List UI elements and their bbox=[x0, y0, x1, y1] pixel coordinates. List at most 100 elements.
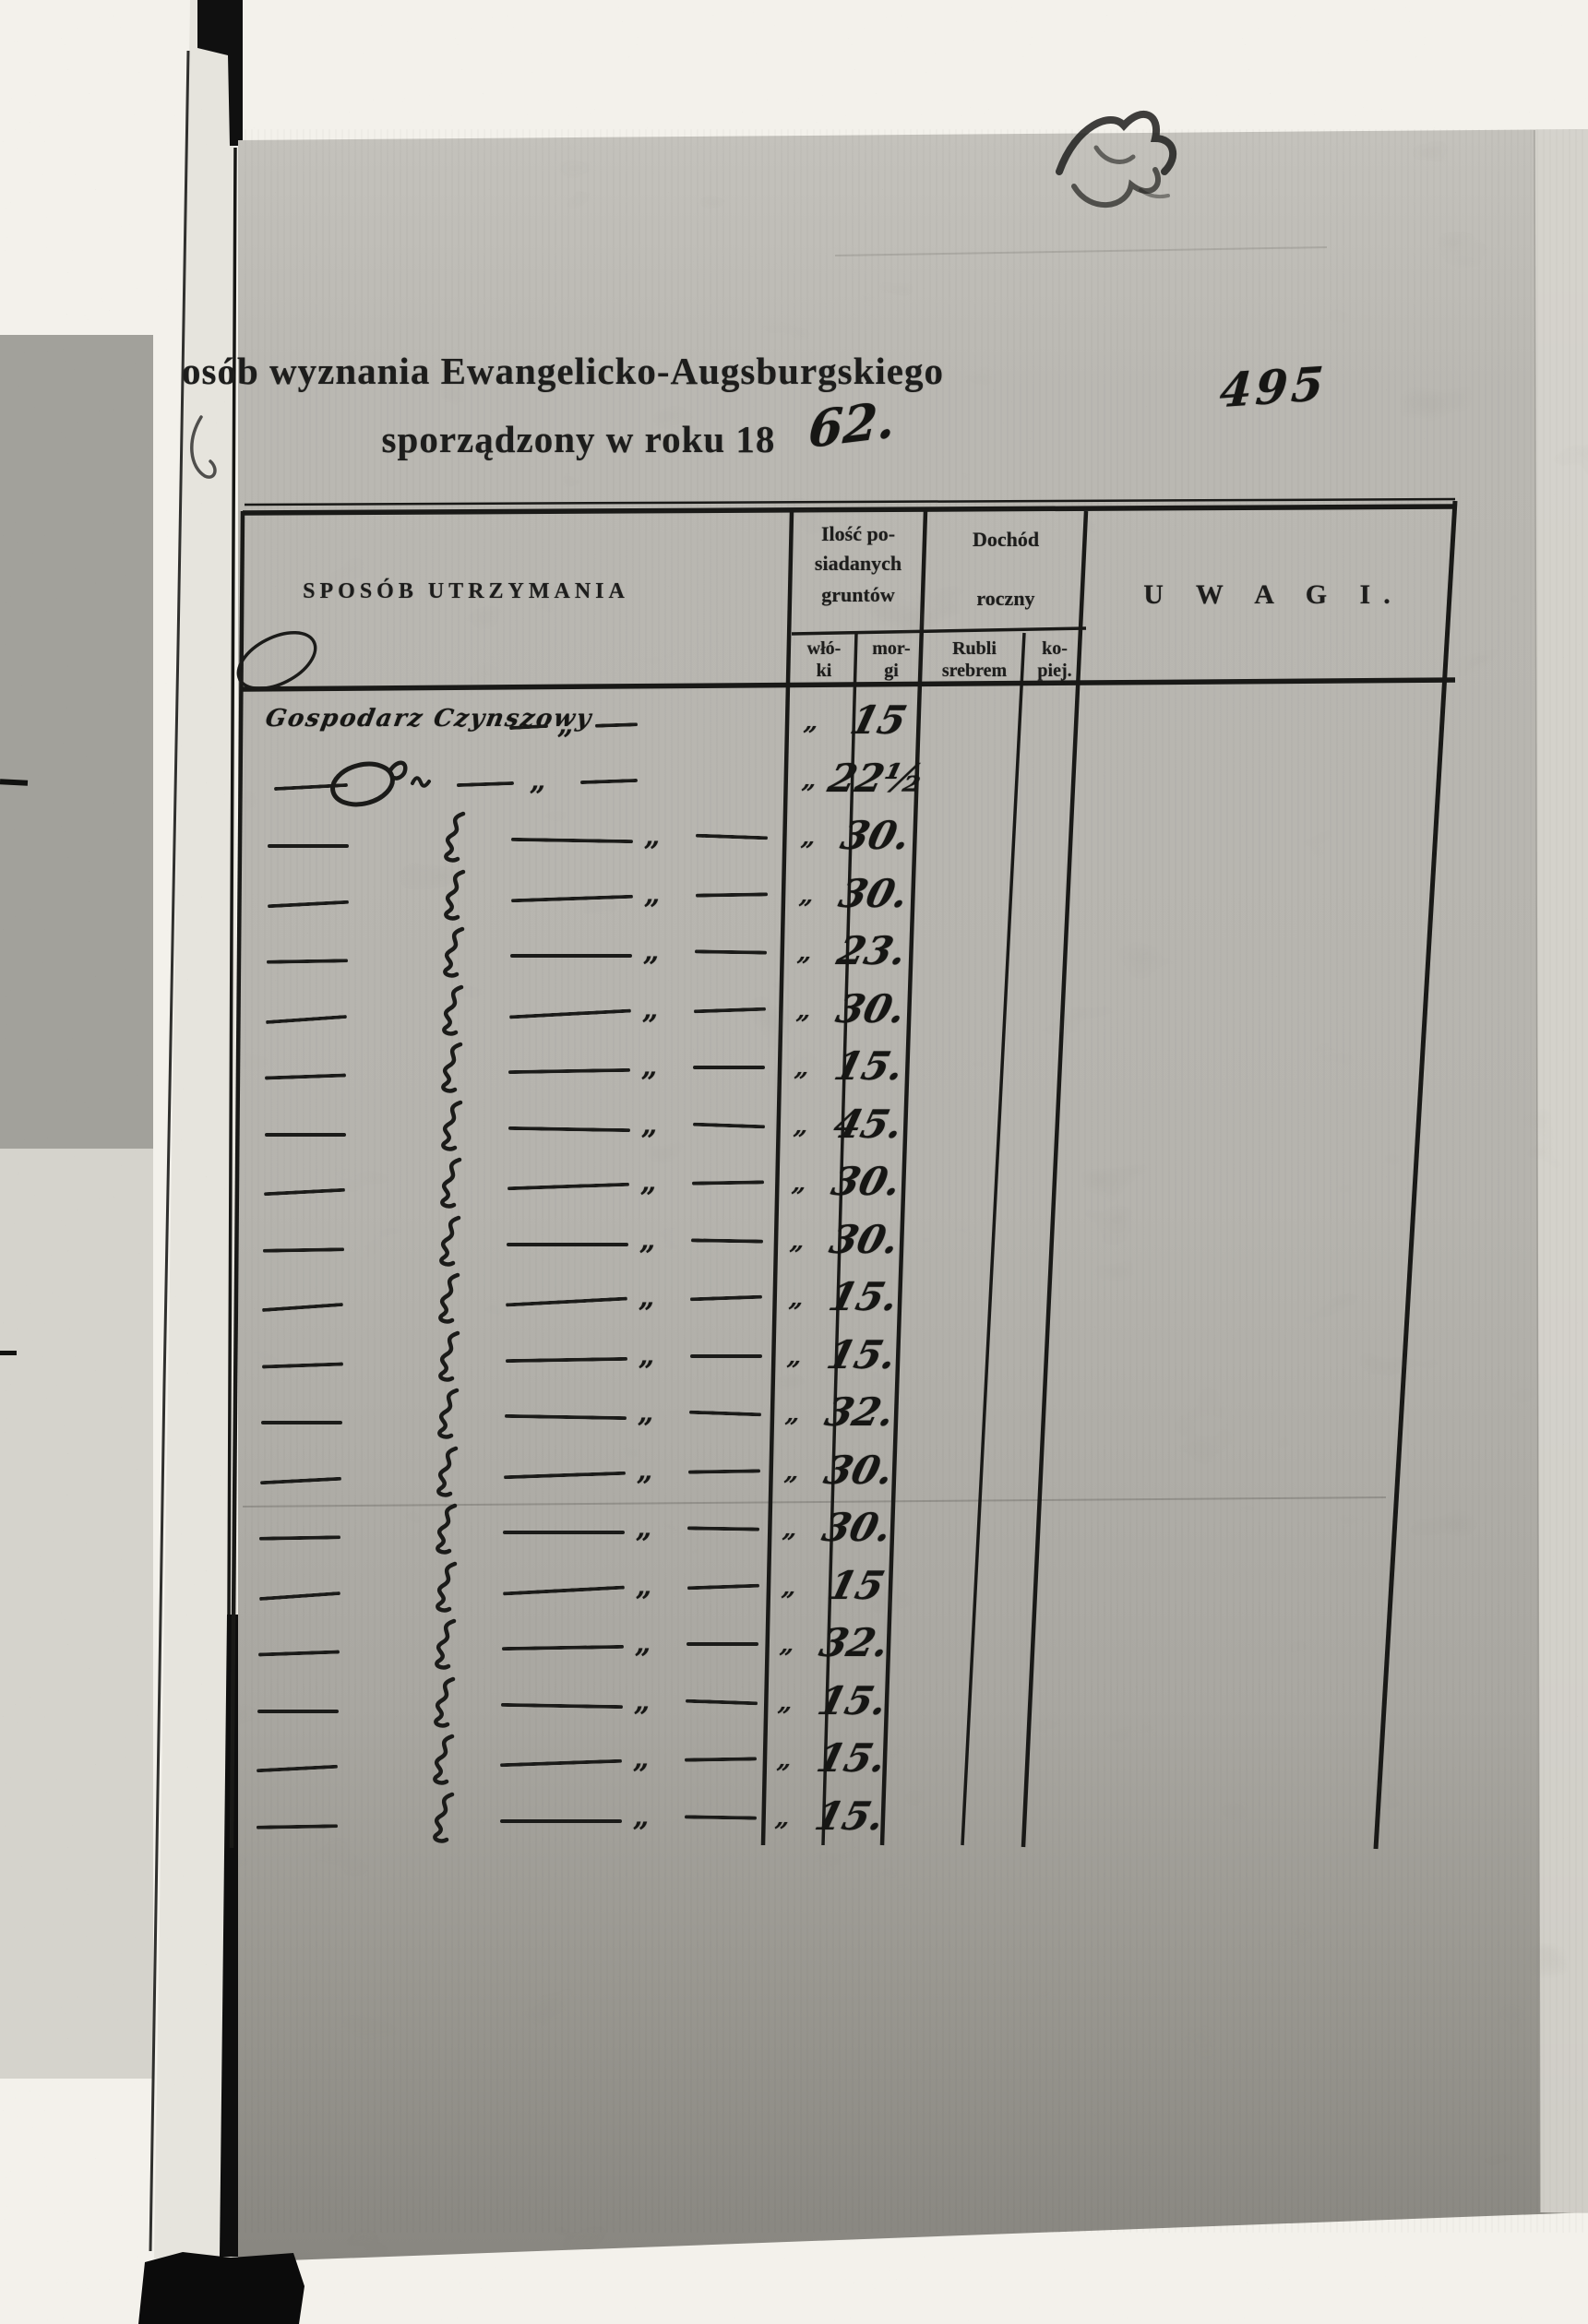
dash-mark bbox=[690, 1353, 762, 1358]
subheader-wloki-1: włó- bbox=[806, 638, 842, 659]
dash-mark bbox=[261, 1302, 344, 1313]
do-squiggle bbox=[432, 869, 471, 927]
ditto-mark: „ bbox=[639, 1223, 656, 1257]
dash-mark bbox=[257, 1709, 339, 1713]
table-row: „ „ 45. bbox=[0, 1098, 1588, 1156]
do-squiggle bbox=[430, 984, 469, 1043]
table-row: „ „ 22½ bbox=[0, 752, 1588, 810]
subheader-rubli-2: srebrem bbox=[941, 661, 1008, 681]
dash-mark bbox=[500, 1818, 622, 1823]
morgi-value: 15. bbox=[812, 1735, 891, 1781]
ditto-mark: „ bbox=[633, 1743, 650, 1775]
do-squiggle bbox=[429, 1042, 468, 1100]
dash-mark bbox=[684, 1757, 758, 1762]
do-squiggle bbox=[423, 1618, 461, 1676]
wloki-ditto: „ bbox=[795, 939, 815, 967]
dash-mark bbox=[265, 1014, 348, 1024]
do-squiggle bbox=[428, 1157, 467, 1215]
do-squiggle bbox=[424, 1561, 462, 1619]
dash-mark bbox=[267, 900, 350, 908]
dash-mark bbox=[257, 1650, 340, 1657]
dash-mark bbox=[504, 1413, 627, 1421]
column-header-grunty-1: Ilość po- bbox=[820, 522, 896, 545]
ditto-mark: „ bbox=[643, 936, 660, 968]
page-number-handwritten: 495 bbox=[1218, 355, 1330, 419]
wloki-ditto: „ bbox=[790, 1170, 809, 1198]
ditto-mark: „ bbox=[530, 764, 546, 797]
dash-mark bbox=[262, 1246, 345, 1253]
dash-mark bbox=[258, 1535, 341, 1541]
morgi-value: 15. bbox=[824, 1274, 903, 1319]
dash-mark bbox=[263, 1187, 346, 1197]
dash-mark bbox=[499, 1758, 623, 1768]
wloki-ditto: „ bbox=[799, 824, 818, 852]
wloki-ditto: „ bbox=[787, 1285, 806, 1313]
dash-mark bbox=[594, 722, 639, 728]
dash-mark bbox=[685, 1698, 758, 1705]
dash-mark bbox=[507, 1242, 628, 1246]
dash-mark bbox=[695, 833, 769, 840]
dash-mark bbox=[259, 1476, 342, 1484]
morgi-value: 15. bbox=[813, 1677, 892, 1723]
dash-mark bbox=[258, 1591, 341, 1601]
do-ditto-flourish bbox=[328, 754, 444, 816]
morgi-value: 23. bbox=[832, 928, 912, 973]
ditto-mark: „ bbox=[557, 709, 574, 741]
do-squiggle bbox=[429, 1100, 468, 1158]
table-row: „ „ 30. bbox=[0, 1155, 1588, 1213]
column-header-grunty-2: siadanych bbox=[814, 552, 902, 575]
morgi-value: 30. bbox=[818, 1505, 897, 1550]
subheader-morgi-1: mor- bbox=[872, 638, 911, 659]
morgi-value: 22½ bbox=[823, 755, 930, 801]
wloki-ditto: „ bbox=[793, 1055, 812, 1082]
dash-mark bbox=[500, 1702, 624, 1709]
title-line1: osób wyznania Ewangelicko-Augsburgskiego bbox=[182, 350, 944, 392]
dash-mark bbox=[510, 954, 632, 958]
subheader-morgi-2: gi bbox=[884, 661, 899, 681]
do-squiggle bbox=[432, 811, 471, 869]
table-row: „ „ 15. bbox=[0, 1674, 1588, 1733]
dash-mark bbox=[508, 1008, 632, 1019]
dash-mark bbox=[505, 1296, 628, 1307]
wloki-ditto: „ bbox=[785, 1342, 805, 1371]
dash-mark bbox=[689, 1294, 763, 1302]
do-squiggle bbox=[431, 926, 470, 984]
subheader-rubli-1: Rubli bbox=[952, 638, 997, 659]
ditto-mark: „ bbox=[641, 1051, 658, 1083]
ditto-mark: „ bbox=[637, 1454, 653, 1487]
wloki-ditto: „ bbox=[797, 881, 817, 910]
wloki-ditto: „ bbox=[792, 1112, 811, 1140]
table-row: „ „ 32. bbox=[0, 1616, 1588, 1674]
ditto-mark: „ bbox=[644, 877, 661, 911]
wloki-ditto: „ bbox=[794, 996, 814, 1025]
dash-mark bbox=[692, 1122, 766, 1128]
morgi-value: 30. bbox=[836, 813, 915, 858]
dash-mark bbox=[693, 1007, 767, 1013]
table-row: „ „ 15. bbox=[0, 1732, 1588, 1790]
table-row: „ „ 23. bbox=[0, 924, 1588, 983]
dash-mark bbox=[265, 1132, 346, 1137]
dash-mark bbox=[694, 949, 768, 955]
ditto-mark: „ bbox=[636, 1569, 652, 1603]
morgi-value: 15. bbox=[830, 1043, 909, 1089]
table-row: „ „ 15. bbox=[0, 1270, 1588, 1329]
handwritten-year: 62. bbox=[806, 388, 897, 460]
dash-mark bbox=[266, 959, 349, 964]
table-row: „ „ 30. bbox=[0, 867, 1588, 925]
column-header-grunty-3: gruntów bbox=[821, 583, 895, 606]
table-row: „ „ 15. bbox=[0, 1329, 1588, 1387]
ditto-mark: „ bbox=[635, 1627, 651, 1660]
dash-mark bbox=[502, 1585, 626, 1595]
do-squiggle bbox=[426, 1330, 465, 1388]
dash-mark bbox=[268, 844, 349, 848]
subheader-kopiejki-1: ko- bbox=[1042, 638, 1068, 659]
column-header-sposob: SPOSÓB UTRZYMANIA bbox=[303, 579, 629, 603]
wloki-ditto: „ bbox=[783, 1400, 803, 1428]
dash-mark bbox=[256, 1764, 339, 1773]
do-squiggle bbox=[422, 1676, 460, 1734]
dash-mark bbox=[510, 837, 634, 844]
do-squiggle bbox=[427, 1215, 466, 1273]
dash-mark bbox=[507, 1182, 630, 1191]
